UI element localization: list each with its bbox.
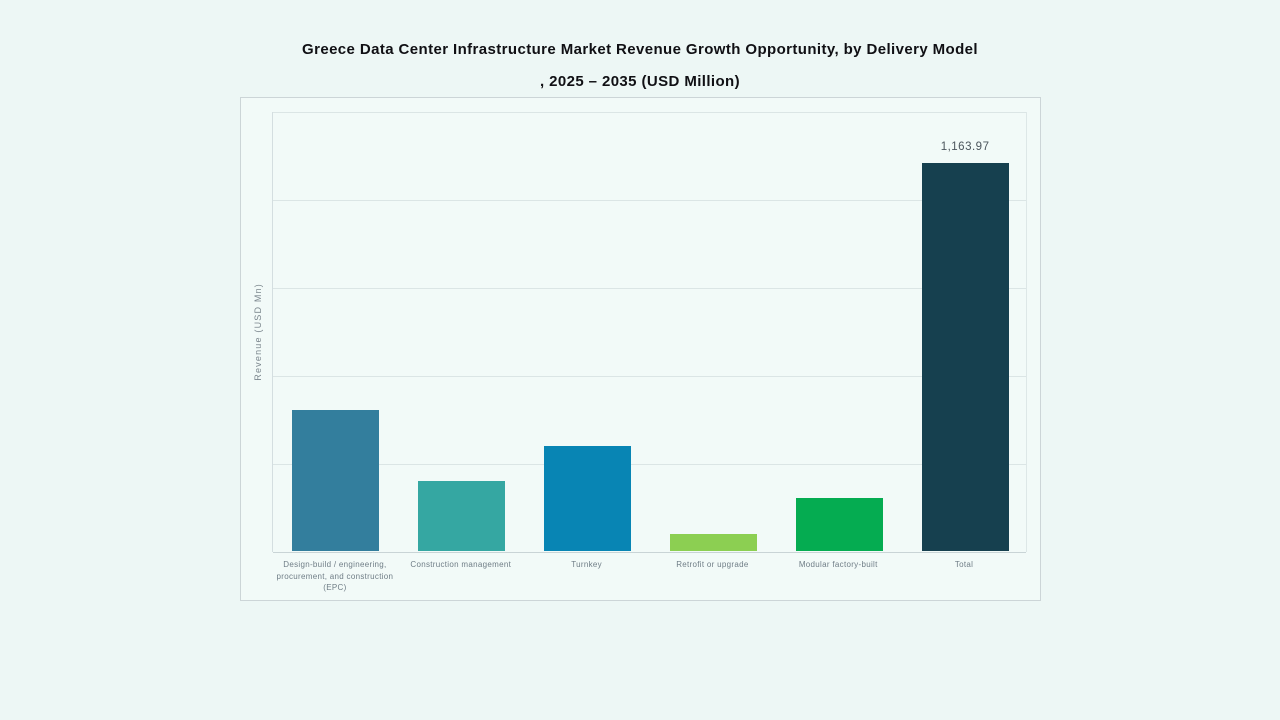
- y-axis-title: Revenue (USD Mn): [253, 112, 263, 552]
- bar-6: [921, 163, 1009, 551]
- gridline: [273, 464, 1026, 465]
- chart-panel: Revenue (USD Mn) 1,163.97 Design-build /…: [240, 97, 1041, 601]
- bar-5: [795, 498, 883, 551]
- x-axis-labels: Design-build / engineering, procurement,…: [272, 559, 1027, 601]
- x-axis-label-6: Total: [954, 560, 974, 569]
- x-axis-label-5: Modular factory-built: [798, 560, 878, 569]
- bar-4: [669, 534, 757, 551]
- gridline: [273, 288, 1026, 289]
- chart-title-line-2: , 2025 – 2035 (USD Million): [539, 73, 741, 90]
- x-axis-label-4: Retrofit or upgrade: [676, 560, 749, 569]
- x-axis-label-2: Construction management: [410, 560, 512, 569]
- bar-1: [292, 409, 380, 551]
- bar-value-label-6: 1,163.97: [940, 141, 990, 154]
- plot-area: 1,163.97: [272, 112, 1027, 553]
- bar-2: [418, 481, 506, 551]
- x-axis-label-1: Design-build / engineering, procurement,…: [276, 560, 394, 592]
- gridline: [273, 112, 1026, 113]
- bar-3: [544, 445, 632, 551]
- gridline: [273, 200, 1026, 201]
- x-axis-baseline: [273, 552, 1026, 553]
- gridline: [273, 376, 1026, 377]
- y-axis-title-text: Revenue (USD Mn): [253, 283, 263, 381]
- chart-title-line-1: Greece Data Center Infrastructure Market…: [302, 41, 978, 58]
- x-axis-label-3: Turnkey: [571, 560, 602, 569]
- chart-title: Greece Data Center Infrastructure Market…: [0, 34, 1280, 98]
